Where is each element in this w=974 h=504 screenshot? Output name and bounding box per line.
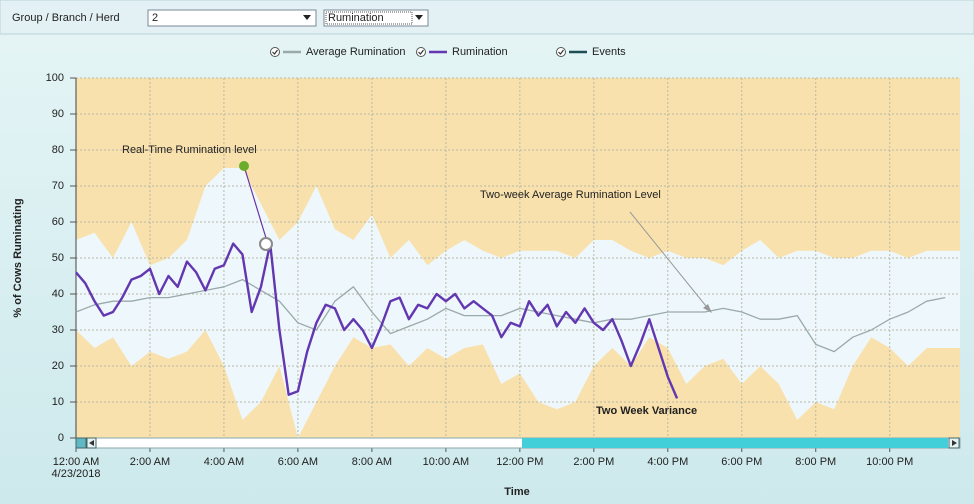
x-tick-label: 4:00 PM (647, 456, 688, 468)
annotation: Real-Time Rumination level (122, 144, 257, 156)
x-tick-label: 6:00 PM (721, 456, 762, 468)
x-tick-label: 2:00 AM (130, 456, 170, 468)
y-tick-label: 70 (52, 180, 64, 192)
annotation-ring (259, 237, 273, 251)
arrow-head (703, 304, 712, 313)
x-date-label: 4/23/2018 (52, 468, 101, 480)
annotation-arrow (629, 211, 711, 312)
series-line (75, 278, 946, 353)
legend-check (556, 47, 566, 57)
plot: 0 10 20 30 40 50 60 70 80 90 100 12:00 AM 2:00 AM 4:0… (46, 72, 960, 468)
x-tick-label: 10:00 PM (866, 456, 913, 468)
legend-item[interactable]: Events (556, 46, 627, 58)
arrow-icon (89, 440, 94, 446)
series-line (75, 242, 679, 399)
legend-label: Average Rumination (306, 46, 405, 58)
y-tick-label: 30 (52, 324, 64, 336)
toolbar (0, 0, 974, 35)
dropdown-arrow (415, 15, 423, 20)
legend-check (416, 47, 426, 57)
annotation-leader (243, 165, 267, 239)
legend-label: Events (592, 46, 626, 58)
annotation: Two-week Average Rumination Level (480, 189, 661, 201)
focus-box (325, 11, 413, 25)
y-tick-label: 20 (52, 360, 64, 372)
annotation: Two Week Variance (596, 405, 697, 417)
annotation-dot (239, 161, 249, 171)
metric-value: Rumination (328, 12, 384, 24)
x-tick-label: 8:00 PM (795, 456, 836, 468)
y-tick-label: 0 (58, 432, 64, 444)
x-tick-label: 6:00 AM (278, 456, 318, 468)
group-select[interactable] (147, 9, 317, 27)
y-tick-label: 40 (52, 288, 64, 300)
y-tick-label: 100 (46, 72, 64, 84)
y-tick-label: 80 (52, 144, 64, 156)
toolbar-label: Group / Branch / Herd (12, 12, 120, 24)
check-icon (272, 49, 278, 55)
variance-lower (76, 330, 960, 438)
y-tick-label: 60 (52, 216, 64, 228)
check-icon (418, 49, 424, 55)
check-icon (558, 49, 564, 55)
arrow-icon (952, 440, 957, 446)
variance-upper (76, 78, 960, 266)
y-tick-label: 10 (52, 396, 64, 408)
scroll-button[interactable] (75, 437, 87, 449)
y-tick-label: 50 (52, 252, 64, 264)
y-axis-label: % of Cows Ruminating (12, 198, 24, 317)
x-tick-label: 4:00 AM (204, 456, 244, 468)
y-tick-label: 90 (52, 108, 64, 120)
x-tick-label: 2:00 PM (573, 456, 614, 468)
legend-check (270, 47, 280, 57)
legend-item[interactable]: Rumination (416, 46, 508, 58)
group-value: 2 (152, 12, 158, 24)
dropdown-arrow (303, 15, 311, 20)
x-tick-label: 10:00 AM (423, 456, 469, 468)
legend: Average Rumination Rumination Events (270, 46, 627, 58)
x-tick-label: 8:00 AM (352, 456, 392, 468)
scrollbar-thumb[interactable] (522, 438, 948, 448)
legend-label: Rumination (452, 46, 508, 58)
x-axis-label: Time (504, 486, 529, 498)
x-tick-label: 12:00 PM (496, 456, 543, 468)
x-tick-label: 12:00 AM (53, 456, 99, 468)
legend-item[interactable]: Average Rumination (270, 46, 406, 58)
